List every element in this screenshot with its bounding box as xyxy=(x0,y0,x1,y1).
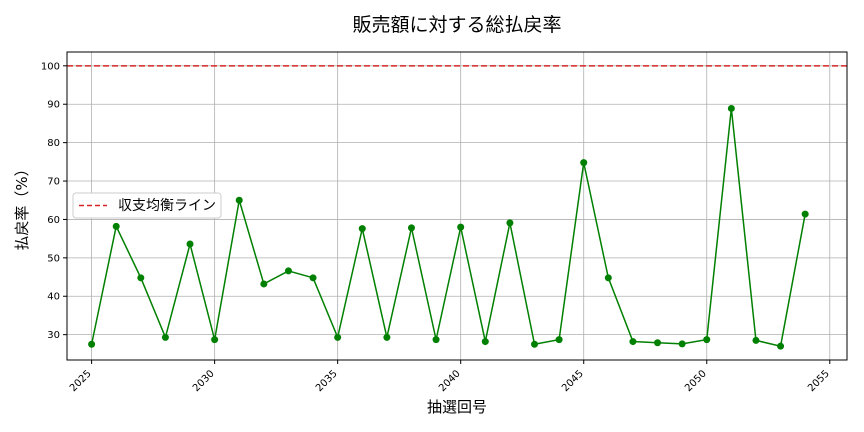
data-point xyxy=(407,224,415,232)
data-point xyxy=(654,339,662,347)
data-point xyxy=(211,336,219,344)
y-tick-label: 80 xyxy=(47,138,60,149)
data-point xyxy=(186,240,194,248)
data-point xyxy=(260,280,268,288)
data-point xyxy=(752,336,760,344)
data-point xyxy=(678,340,686,348)
data-point xyxy=(629,338,637,346)
data-point xyxy=(555,336,563,344)
y-tick-label: 60 xyxy=(47,215,60,226)
series-line xyxy=(90,108,806,348)
y-axis-label: 払戻率（%） xyxy=(13,161,31,250)
data-point xyxy=(457,223,465,231)
data-point xyxy=(137,274,145,282)
data-point xyxy=(801,210,809,218)
y-tick-label: 70 xyxy=(47,177,60,188)
series-group xyxy=(88,104,809,350)
data-point xyxy=(334,333,342,341)
legend-box xyxy=(72,192,222,219)
x-axis-label: 抽選回号 xyxy=(427,398,487,416)
y-tick-label: 30 xyxy=(47,330,60,341)
data-point xyxy=(161,333,169,341)
plot-frame xyxy=(66,51,848,361)
y-tick-label: 50 xyxy=(47,253,60,264)
data-point xyxy=(235,196,243,204)
data-point xyxy=(309,274,317,282)
data-point xyxy=(358,225,366,233)
data-point xyxy=(604,274,612,282)
data-point xyxy=(531,340,539,348)
data-point xyxy=(703,336,711,344)
y-tick-label: 100 xyxy=(41,61,60,72)
y-tick-label: 40 xyxy=(47,292,60,303)
y-axis: 30 40 50 60 70 80 90 100 xyxy=(41,61,67,341)
chart-title: 販売額に対する総払戻率 xyxy=(352,14,561,36)
data-point xyxy=(777,342,785,350)
data-point xyxy=(88,340,96,348)
data-point xyxy=(284,267,292,275)
y-tick-label: 90 xyxy=(47,100,60,111)
legend-label-break-even: 収支均衡ライン xyxy=(118,198,216,214)
legend: 収支均衡ライン xyxy=(72,192,222,219)
data-point xyxy=(727,104,735,112)
data-point xyxy=(383,333,391,341)
data-point xyxy=(506,219,514,227)
data-point xyxy=(481,338,489,346)
data-point xyxy=(432,336,440,344)
data-point xyxy=(112,222,120,230)
data-point xyxy=(580,159,588,167)
